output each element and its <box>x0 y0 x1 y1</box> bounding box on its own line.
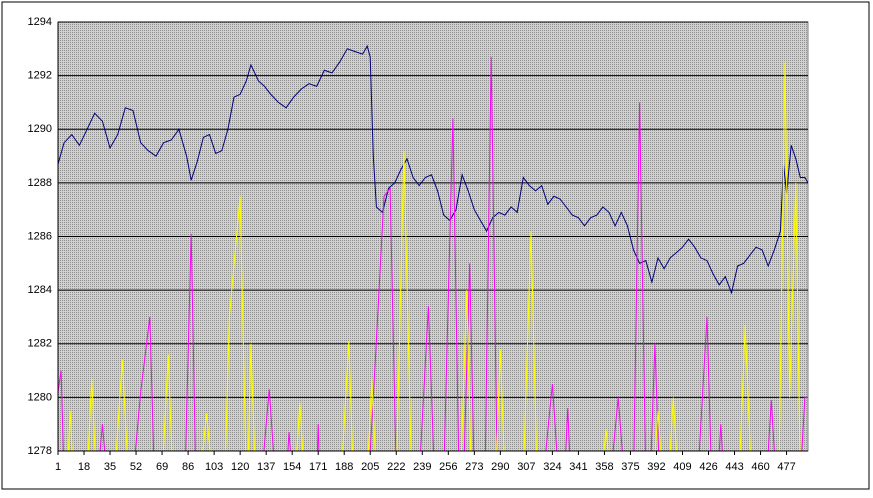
x-tick-label: 307 <box>517 461 535 473</box>
x-tick-label: 120 <box>231 461 249 473</box>
y-tick-label: 1284 <box>28 284 52 296</box>
series-line <box>67 62 801 451</box>
x-tick-label: 426 <box>699 461 717 473</box>
y-tick-label: 1294 <box>28 16 52 28</box>
x-tick-label: 375 <box>621 461 639 473</box>
x-tick-label: 460 <box>751 461 769 473</box>
x-tick-label: 205 <box>361 461 379 473</box>
x-tick-label: 154 <box>283 461 301 473</box>
y-tick-label: 1286 <box>28 230 52 242</box>
x-tick-label: 1 <box>55 461 61 473</box>
x-tick-label: 358 <box>595 461 613 473</box>
x-tick-label: 477 <box>777 461 795 473</box>
y-tick-label: 1288 <box>28 177 52 189</box>
x-tick-label: 35 <box>104 461 116 473</box>
y-tick-label: 1282 <box>28 338 52 350</box>
y-tick-label: 1292 <box>28 70 52 82</box>
x-tick-label: 443 <box>725 461 743 473</box>
x-tick-label: 409 <box>673 461 691 473</box>
x-tick-label: 392 <box>647 461 665 473</box>
y-tick-label: 1290 <box>28 123 52 135</box>
x-tick-label: 290 <box>491 461 509 473</box>
x-tick-label: 103 <box>205 461 223 473</box>
x-tick-label: 256 <box>439 461 457 473</box>
x-tick-label: 69 <box>156 461 168 473</box>
x-tick-label: 86 <box>182 461 194 473</box>
x-tick-label: 273 <box>465 461 483 473</box>
y-tick-label: 1278 <box>28 445 52 457</box>
x-tick-label: 239 <box>413 461 431 473</box>
x-tick-label: 171 <box>309 461 327 473</box>
x-tick-label: 188 <box>335 461 353 473</box>
series-line <box>58 44 808 295</box>
x-tick-label: 222 <box>387 461 405 473</box>
x-tick-label: 18 <box>78 461 90 473</box>
x-tick-label: 324 <box>543 461 561 473</box>
x-tick-label: 137 <box>257 461 275 473</box>
x-tick-label: 341 <box>569 461 587 473</box>
x-tick-label: 52 <box>130 461 142 473</box>
y-tick-label: 1280 <box>28 391 52 403</box>
